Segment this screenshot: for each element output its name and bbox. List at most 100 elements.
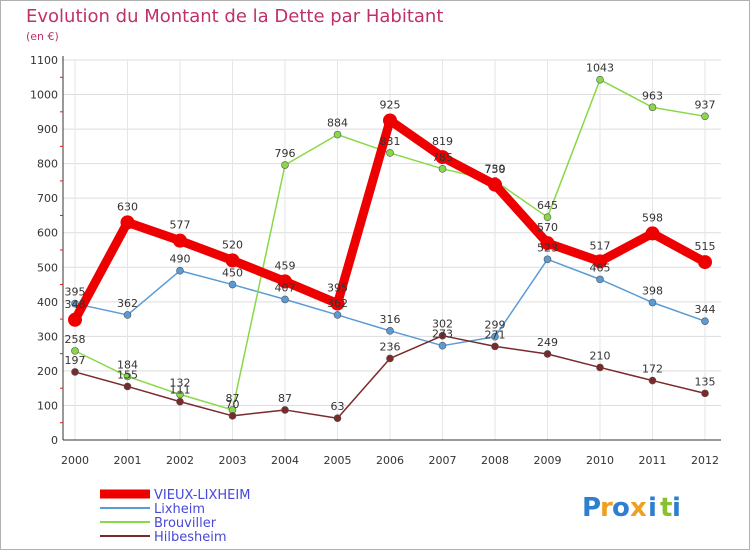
- data-point: [648, 103, 657, 112]
- data-point: [488, 177, 502, 192]
- data-label: 395: [327, 282, 348, 295]
- data-label: 111: [170, 384, 191, 397]
- data-label: 362: [327, 297, 348, 310]
- data-label: 819: [432, 135, 453, 148]
- data-label: 645: [537, 199, 558, 212]
- y-tick-label: 900: [37, 123, 58, 136]
- data-label: 520: [222, 238, 243, 251]
- data-label: 630: [117, 200, 138, 213]
- data-label: 249: [537, 336, 558, 349]
- data-point: [281, 161, 289, 169]
- legend-label: Lixheim: [154, 502, 205, 517]
- x-tick-label: 2000: [61, 454, 89, 467]
- x-tick-label: 2004: [271, 454, 299, 467]
- data-label: 210: [590, 349, 611, 362]
- y-tick-label: 500: [37, 261, 58, 274]
- y-tick-label: 200: [37, 365, 58, 378]
- y-tick-label: 1000: [30, 89, 58, 102]
- y-tick-label: 800: [37, 158, 58, 171]
- data-label: 155: [117, 368, 138, 381]
- data-label: 450: [222, 267, 243, 280]
- data-point: [71, 368, 79, 376]
- data-point: [281, 406, 289, 414]
- data-label: 570: [537, 221, 558, 234]
- data-point: [123, 311, 132, 319]
- x-tick-label: 2012: [691, 454, 719, 467]
- data-point: [386, 149, 394, 157]
- logo-letter: P: [582, 493, 601, 523]
- axes: 0 100 200 300 400 500 600 700 800 900 1000 1100 2000…: [30, 54, 721, 467]
- data-point: [386, 327, 394, 335]
- data-point: [540, 236, 555, 251]
- data-label: 785: [432, 151, 453, 164]
- data-label: 515: [695, 240, 716, 253]
- data-point: [698, 255, 712, 270]
- data-point: [543, 350, 552, 358]
- data-point: [543, 255, 552, 264]
- series-layer: [68, 75, 712, 423]
- data-point: [330, 296, 345, 311]
- legend-label: VIEUX-LIXHEIM: [154, 488, 250, 503]
- data-label: 132: [170, 376, 191, 389]
- logo-letter: o: [612, 493, 630, 523]
- data-point: [71, 347, 79, 355]
- chart-subtitle: (en €): [26, 30, 59, 43]
- data-point: [123, 382, 132, 391]
- data-point: [701, 317, 709, 325]
- x-tick-label: 2003: [219, 454, 247, 467]
- x-tick-label: 2006: [376, 454, 404, 467]
- data-point: [333, 414, 342, 423]
- logo-letter: t: [660, 493, 672, 523]
- data-label: 273: [432, 328, 453, 341]
- data-point: [593, 254, 607, 269]
- x-tick-label: 2008: [481, 454, 509, 467]
- data-label: 395: [65, 286, 86, 299]
- logo-letter: r: [600, 493, 613, 523]
- legend-label: Brouviller: [154, 516, 217, 531]
- data-point: [438, 331, 447, 340]
- x-tick-label: 2011: [639, 454, 667, 467]
- data-label: 344: [695, 303, 716, 316]
- data-point: [333, 311, 342, 319]
- proxiti-logo: Pr o x i t i: [582, 493, 681, 523]
- y-tick-label: 100: [37, 399, 58, 412]
- data-labels: 395 362 490 450 407 362 316 273 299 523 465 398 344 2…: [65, 62, 716, 414]
- data-point: [176, 397, 184, 406]
- data-label: 299: [485, 319, 506, 332]
- x-tick-label: 2002: [166, 454, 194, 467]
- data-label: 884: [327, 117, 348, 130]
- data-label: 316: [380, 313, 401, 326]
- x-tick-label: 2005: [324, 454, 352, 467]
- data-label: 258: [65, 333, 86, 346]
- data-label: 271: [485, 328, 506, 341]
- data-label: 465: [590, 261, 611, 274]
- data-point: [645, 226, 660, 241]
- data-point: [543, 213, 552, 221]
- data-point: [383, 113, 397, 128]
- x-tick-label: 2001: [114, 454, 142, 467]
- data-label: 172: [642, 363, 663, 376]
- data-label: 348: [65, 298, 86, 311]
- data-label: 459: [275, 259, 296, 272]
- y-tick-label: 600: [37, 227, 58, 240]
- data-point: [596, 275, 604, 284]
- data-label: 963: [642, 89, 663, 102]
- data-label: 1043: [586, 62, 614, 75]
- data-point: [123, 372, 132, 381]
- chart-title: Evolution du Montant de la Dette par Hab…: [26, 6, 443, 27]
- data-point: [228, 280, 237, 289]
- y-tick-label: 1100: [30, 54, 58, 67]
- data-label: 87: [226, 392, 240, 405]
- data-point: [173, 233, 187, 248]
- data-point: [701, 389, 709, 398]
- data-point: [228, 412, 237, 420]
- data-point: [701, 112, 709, 121]
- y-tick-label: 300: [37, 330, 58, 343]
- data-label: 70: [226, 398, 240, 411]
- data-label: 398: [642, 285, 663, 298]
- data-point: [435, 150, 450, 165]
- logo-letter: i: [672, 493, 681, 523]
- data-point: [491, 342, 499, 351]
